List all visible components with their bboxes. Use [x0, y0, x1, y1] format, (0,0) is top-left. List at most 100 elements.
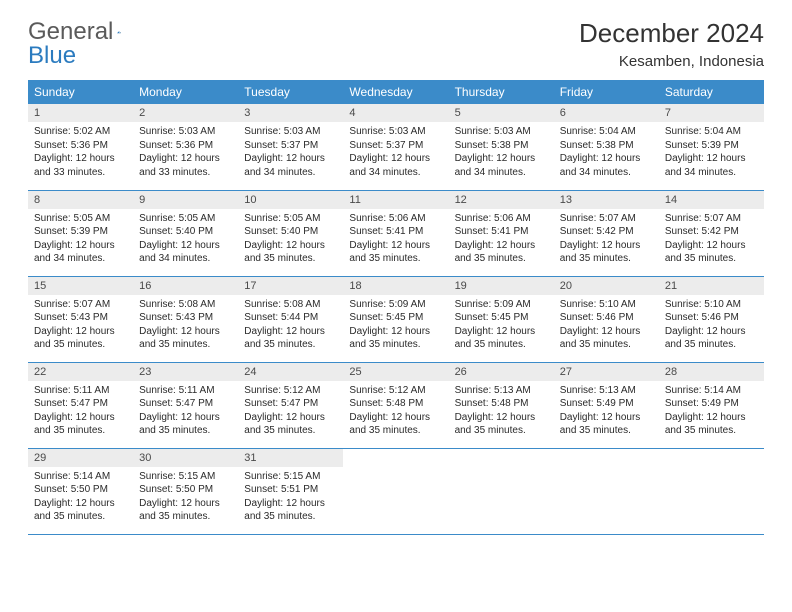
- sunrise-line: Sunrise: 5:08 AM: [139, 298, 232, 312]
- weekday-header: Sunday: [28, 80, 133, 104]
- daylight-line: Daylight: 12 hours and 34 minutes.: [139, 239, 232, 266]
- day-number: 28: [659, 363, 764, 381]
- day-details: Sunrise: 5:05 AMSunset: 5:40 PMDaylight:…: [133, 209, 238, 271]
- day-number: 22: [28, 363, 133, 381]
- day-details: Sunrise: 5:03 AMSunset: 5:36 PMDaylight:…: [133, 122, 238, 184]
- calendar-cell: 8Sunrise: 5:05 AMSunset: 5:39 PMDaylight…: [28, 190, 133, 276]
- sunrise-line: Sunrise: 5:06 AM: [349, 212, 442, 226]
- sunset-line: Sunset: 5:40 PM: [139, 225, 232, 239]
- day-number: 13: [554, 191, 659, 209]
- sunrise-line: Sunrise: 5:11 AM: [34, 384, 127, 398]
- daylight-line: Daylight: 12 hours and 35 minutes.: [349, 325, 442, 352]
- day-details: Sunrise: 5:03 AMSunset: 5:38 PMDaylight:…: [449, 122, 554, 184]
- daylight-line: Daylight: 12 hours and 35 minutes.: [244, 239, 337, 266]
- day-details: Sunrise: 5:10 AMSunset: 5:46 PMDaylight:…: [554, 295, 659, 357]
- month-title: December 2024: [579, 18, 764, 49]
- sunrise-line: Sunrise: 5:09 AM: [349, 298, 442, 312]
- day-details: Sunrise: 5:15 AMSunset: 5:50 PMDaylight:…: [133, 467, 238, 529]
- day-number: 11: [343, 191, 448, 209]
- sunset-line: Sunset: 5:39 PM: [665, 139, 758, 153]
- calendar-cell: 11Sunrise: 5:06 AMSunset: 5:41 PMDayligh…: [343, 190, 448, 276]
- day-number: 1: [28, 104, 133, 122]
- daylight-line: Daylight: 12 hours and 35 minutes.: [349, 411, 442, 438]
- calendar-cell: 16Sunrise: 5:08 AMSunset: 5:43 PMDayligh…: [133, 276, 238, 362]
- weekday-header: Saturday: [659, 80, 764, 104]
- calendar-cell: 14Sunrise: 5:07 AMSunset: 5:42 PMDayligh…: [659, 190, 764, 276]
- daylight-line: Daylight: 12 hours and 35 minutes.: [455, 411, 548, 438]
- calendar-cell: 19Sunrise: 5:09 AMSunset: 5:45 PMDayligh…: [449, 276, 554, 362]
- sunrise-line: Sunrise: 5:13 AM: [455, 384, 548, 398]
- weekday-header: Monday: [133, 80, 238, 104]
- sunset-line: Sunset: 5:46 PM: [665, 311, 758, 325]
- calendar-row: 29Sunrise: 5:14 AMSunset: 5:50 PMDayligh…: [28, 448, 764, 534]
- calendar-cell: 9Sunrise: 5:05 AMSunset: 5:40 PMDaylight…: [133, 190, 238, 276]
- sunrise-line: Sunrise: 5:03 AM: [349, 125, 442, 139]
- sunrise-line: Sunrise: 5:03 AM: [455, 125, 548, 139]
- daylight-line: Daylight: 12 hours and 34 minutes.: [455, 152, 548, 179]
- sunrise-line: Sunrise: 5:14 AM: [665, 384, 758, 398]
- daylight-line: Daylight: 12 hours and 35 minutes.: [560, 239, 653, 266]
- calendar-cell: [554, 448, 659, 534]
- header: General December 2024 Kesamben, Indonesi…: [28, 18, 764, 70]
- day-details: Sunrise: 5:05 AMSunset: 5:40 PMDaylight:…: [238, 209, 343, 271]
- weekday-row: Sunday Monday Tuesday Wednesday Thursday…: [28, 80, 764, 104]
- sunrise-line: Sunrise: 5:07 AM: [560, 212, 653, 226]
- sunrise-line: Sunrise: 5:15 AM: [139, 470, 232, 484]
- daylight-line: Daylight: 12 hours and 35 minutes.: [665, 325, 758, 352]
- day-details: Sunrise: 5:03 AMSunset: 5:37 PMDaylight:…: [343, 122, 448, 184]
- calendar-cell: 13Sunrise: 5:07 AMSunset: 5:42 PMDayligh…: [554, 190, 659, 276]
- calendar-cell: 26Sunrise: 5:13 AMSunset: 5:48 PMDayligh…: [449, 362, 554, 448]
- calendar-cell: 1Sunrise: 5:02 AMSunset: 5:36 PMDaylight…: [28, 104, 133, 190]
- sunrise-line: Sunrise: 5:04 AM: [665, 125, 758, 139]
- sunset-line: Sunset: 5:44 PM: [244, 311, 337, 325]
- calendar-table: Sunday Monday Tuesday Wednesday Thursday…: [28, 80, 764, 535]
- day-number: 20: [554, 277, 659, 295]
- day-number: 12: [449, 191, 554, 209]
- day-number: 9: [133, 191, 238, 209]
- sunrise-line: Sunrise: 5:10 AM: [560, 298, 653, 312]
- sunrise-line: Sunrise: 5:05 AM: [139, 212, 232, 226]
- daylight-line: Daylight: 12 hours and 35 minutes.: [34, 325, 127, 352]
- day-details: Sunrise: 5:04 AMSunset: 5:39 PMDaylight:…: [659, 122, 764, 184]
- daylight-line: Daylight: 12 hours and 35 minutes.: [665, 411, 758, 438]
- brand-text-2: Blue: [28, 42, 76, 70]
- day-number: 21: [659, 277, 764, 295]
- sunrise-line: Sunrise: 5:03 AM: [244, 125, 337, 139]
- day-number: 31: [238, 449, 343, 467]
- day-number: 23: [133, 363, 238, 381]
- location: Kesamben, Indonesia: [579, 53, 764, 70]
- day-number: 15: [28, 277, 133, 295]
- day-details: Sunrise: 5:07 AMSunset: 5:42 PMDaylight:…: [659, 209, 764, 271]
- calendar-row: 8Sunrise: 5:05 AMSunset: 5:39 PMDaylight…: [28, 190, 764, 276]
- sunset-line: Sunset: 5:48 PM: [349, 397, 442, 411]
- daylight-line: Daylight: 12 hours and 35 minutes.: [244, 325, 337, 352]
- day-number: 25: [343, 363, 448, 381]
- sunrise-line: Sunrise: 5:04 AM: [560, 125, 653, 139]
- day-details: Sunrise: 5:12 AMSunset: 5:48 PMDaylight:…: [343, 381, 448, 443]
- day-number: 24: [238, 363, 343, 381]
- daylight-line: Daylight: 12 hours and 34 minutes.: [349, 152, 442, 179]
- day-details: Sunrise: 5:15 AMSunset: 5:51 PMDaylight:…: [238, 467, 343, 529]
- daylight-line: Daylight: 12 hours and 35 minutes.: [34, 497, 127, 524]
- calendar-cell: 18Sunrise: 5:09 AMSunset: 5:45 PMDayligh…: [343, 276, 448, 362]
- weekday-header: Thursday: [449, 80, 554, 104]
- sunrise-line: Sunrise: 5:07 AM: [34, 298, 127, 312]
- sunset-line: Sunset: 5:50 PM: [139, 483, 232, 497]
- day-number: 29: [28, 449, 133, 467]
- sunset-line: Sunset: 5:41 PM: [455, 225, 548, 239]
- sunrise-line: Sunrise: 5:08 AM: [244, 298, 337, 312]
- daylight-line: Daylight: 12 hours and 35 minutes.: [244, 497, 337, 524]
- day-number: 17: [238, 277, 343, 295]
- sunset-line: Sunset: 5:41 PM: [349, 225, 442, 239]
- calendar-cell: 29Sunrise: 5:14 AMSunset: 5:50 PMDayligh…: [28, 448, 133, 534]
- day-number: 7: [659, 104, 764, 122]
- day-number: 26: [449, 363, 554, 381]
- sunrise-line: Sunrise: 5:10 AM: [665, 298, 758, 312]
- day-details: Sunrise: 5:13 AMSunset: 5:49 PMDaylight:…: [554, 381, 659, 443]
- sunrise-line: Sunrise: 5:11 AM: [139, 384, 232, 398]
- day-number: 30: [133, 449, 238, 467]
- daylight-line: Daylight: 12 hours and 35 minutes.: [455, 239, 548, 266]
- day-details: Sunrise: 5:14 AMSunset: 5:50 PMDaylight:…: [28, 467, 133, 529]
- sunrise-line: Sunrise: 5:03 AM: [139, 125, 232, 139]
- day-details: Sunrise: 5:08 AMSunset: 5:43 PMDaylight:…: [133, 295, 238, 357]
